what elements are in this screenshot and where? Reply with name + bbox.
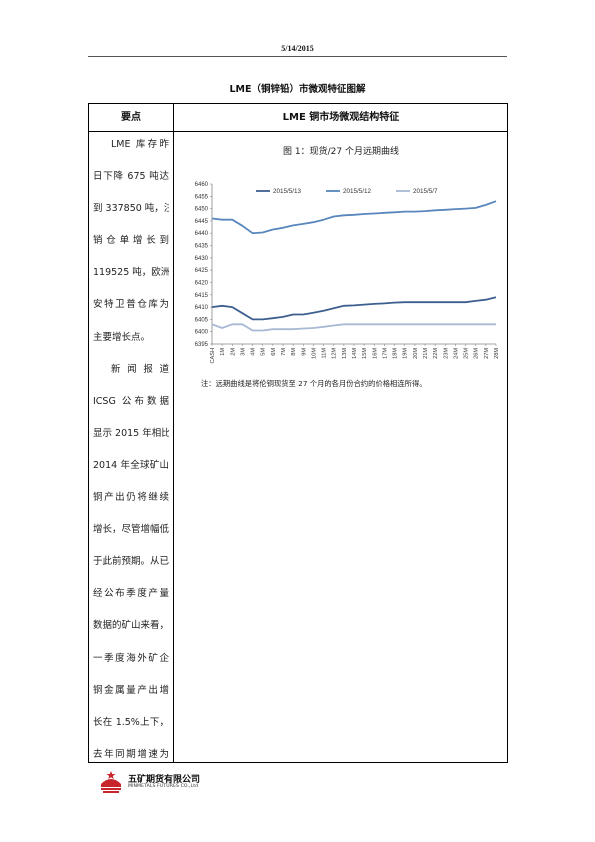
table-header-divider <box>89 131 507 132</box>
y-tick-label: 6400 <box>195 330 209 336</box>
legend-label: 2015/5/7 <box>413 188 438 195</box>
text-line: 显示 2015 年相比 <box>93 427 169 439</box>
text-line: 销仓单增长到 <box>93 235 169 247</box>
x-tick-label: 23M <box>443 348 449 359</box>
y-tick-label: 6460 <box>195 182 209 188</box>
text-line: 到 337850 吨，注 <box>93 203 169 215</box>
text-line: 新闻报道 <box>111 363 169 375</box>
series-line-2015-5-13 <box>211 296 497 321</box>
x-tick-label: 16M <box>372 348 378 359</box>
text-line: 2014 年全球矿山 <box>93 459 169 471</box>
text-line: LME 库存昨 <box>111 139 169 150</box>
y-tick-label: 6435 <box>195 244 209 250</box>
x-tick-label: 17M <box>382 348 388 359</box>
x-tick-label: 11M <box>322 348 328 359</box>
company-name-cn: 五矿期货有限公司 <box>128 775 201 785</box>
y-tick-label: 6405 <box>195 317 209 323</box>
figure-note: 注：远期曲线是将伦铜现货至 27 个月的各月份合约的价格相连所得。 <box>201 379 427 388</box>
figure-caption: 图 1：现货/27 个月远期曲线 <box>283 147 399 157</box>
forward-curve-chart: 6395 6400 6405 6410 6415 6420 6425 6430 6435 6440… <box>195 182 500 364</box>
y-tick-label: 6450 <box>195 207 209 213</box>
series-line-2015-5-7 <box>211 323 496 332</box>
x-tick-label: 1M <box>220 348 226 356</box>
y-tick-label: 6410 <box>195 305 209 311</box>
x-tick-label: 12M <box>332 348 338 359</box>
key-points-header: 要点 <box>121 112 141 123</box>
header-date: 5/14/2015 <box>281 44 314 53</box>
y-tick-label: 6425 <box>195 268 209 274</box>
x-tick-label: 27M <box>484 348 490 359</box>
x-tick-label: 4M <box>251 348 257 356</box>
y-tick-label: 6445 <box>195 219 209 225</box>
text-line: 铜金属量产出增 <box>93 684 169 696</box>
x-tick-label: 21M <box>423 348 429 359</box>
header-rule <box>88 56 507 57</box>
text-line: ICSG 公布数据 <box>93 395 169 407</box>
text-line: 日下降 675 吨达 <box>93 171 169 183</box>
x-tick-label: 18M <box>393 348 399 359</box>
x-tick-label: 26M <box>474 348 480 359</box>
x-tick-label: 6M <box>271 348 277 356</box>
y-tick-label: 6440 <box>195 231 209 237</box>
x-tick-label: 7M <box>281 348 287 356</box>
y-tick-label: 6395 <box>195 342 209 348</box>
x-tick-label: 15M <box>362 348 368 359</box>
x-tick-label: 24M <box>453 348 459 359</box>
market-structure-header: LME 铜市场微观结构特征 <box>282 112 400 123</box>
x-tick-label: 20M <box>413 348 419 359</box>
x-tick-label: 2M <box>230 348 236 356</box>
series-line-2015-5-12 <box>211 200 497 235</box>
x-tick-label: 3M <box>240 348 246 356</box>
x-tick-label: 19M <box>403 348 409 359</box>
x-tick-label: CASH <box>210 348 216 364</box>
company-name-en: MINMETALS FUTURES CO.,Ltd <box>128 784 199 789</box>
legend-label: 2015/5/13 <box>273 188 302 195</box>
text-line: 安特卫普仓库为 <box>93 299 169 311</box>
x-tick-label: 5M <box>261 348 267 356</box>
text-line: 增长，尽管增幅低 <box>93 524 169 536</box>
text-line: 经公布季度产量 <box>93 588 169 600</box>
key-points-text: LME 库存昨 日下降 675 吨达 到 337850 吨，注 销仓单增长到 1… <box>93 138 169 780</box>
text-line: 长在 1.5%上下， <box>93 716 169 728</box>
x-tick-label: 22M <box>433 348 439 359</box>
text-line: 一季度海外矿企 <box>93 652 169 664</box>
text-line: 数据的矿山来看， <box>93 620 169 632</box>
y-tick-label: 6455 <box>195 194 209 200</box>
company-logo-icon <box>101 771 121 793</box>
text-line: 主要增长点。 <box>93 331 151 343</box>
x-tick-label: 9M <box>301 348 307 356</box>
x-tick-label: 10M <box>311 348 317 359</box>
text-line: 铜产出仍将继续 <box>93 492 169 504</box>
x-tick-label: 8M <box>291 348 297 356</box>
y-tick-label: 6430 <box>195 256 209 262</box>
text-line: 去年同期增速为 <box>93 748 169 760</box>
y-tick-label: 6415 <box>195 293 209 299</box>
table-column-divider <box>173 104 174 762</box>
analysis-table: 要点 LME 铜市场微观结构特征 LME 库存昨 日下降 675 吨达 到 33… <box>88 103 508 763</box>
document-title: LME（铜锌铅）市微观特征图解 <box>229 84 366 95</box>
legend-label: 2015/5/12 <box>343 188 372 195</box>
x-tick-label: 13M <box>342 348 348 359</box>
text-line: 119525 吨，欧洲 <box>93 267 169 279</box>
x-tick-label: 28M <box>494 348 500 359</box>
y-tick-label: 6420 <box>195 280 209 286</box>
x-tick-label: 14M <box>352 348 358 359</box>
text-line: 于此前预期。从已 <box>93 556 169 568</box>
x-tick-label: 25M <box>464 348 470 359</box>
